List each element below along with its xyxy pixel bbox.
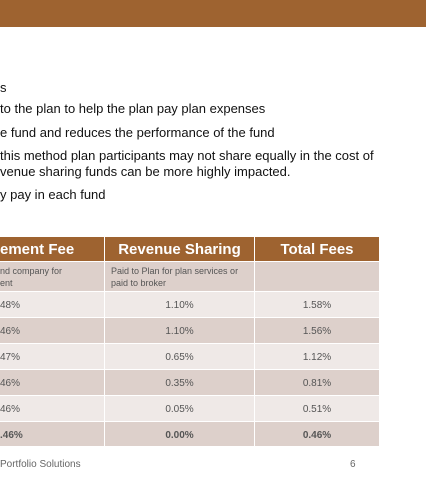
cell-text: 1.12% [302, 352, 332, 363]
table-cell: 1.58% [255, 292, 380, 318]
cell-text: 1.56% [302, 326, 332, 337]
bullet-text: this method plan participants may not sh… [0, 148, 374, 163]
cell-text: 0.81% [302, 378, 332, 389]
column-header: Total Fees [255, 237, 380, 262]
table-cell: 1.10% [105, 318, 255, 344]
bullet-text: e fund and reduces the performance of th… [0, 125, 275, 140]
cell-text: 1.58% [302, 300, 332, 311]
bullet-text: y pay in each fund [0, 187, 106, 202]
cell-text: 46% [0, 404, 21, 415]
footer-text: Portfolio Solutions [0, 459, 81, 470]
cell-text: .46% [0, 430, 23, 441]
table-cell: nd company for ent [0, 262, 105, 292]
cell-text: nd company for [0, 266, 63, 276]
table-cell: 1.56% [255, 318, 380, 344]
cell-text: 0.05% [165, 404, 194, 415]
table-cell: 0.51% [255, 396, 380, 422]
table-cell: 0.05% [105, 396, 255, 422]
column-header: ement Fee [0, 237, 105, 262]
cell-text: 46% [0, 326, 21, 337]
cell-text: 0.00% [165, 430, 194, 441]
cell-text: 0.51% [302, 404, 332, 415]
table-cell: 46% [0, 396, 105, 422]
cell-text: 47% [0, 352, 21, 363]
cell-text: 0.65% [165, 352, 194, 363]
bullet-text: venue sharing funds can be more highly i… [0, 164, 291, 179]
header-band [0, 0, 426, 27]
cell-text: 1.10% [165, 326, 194, 337]
table-cell: 1.10% [105, 292, 255, 318]
table-cell: 0.46% [255, 422, 380, 447]
table-cell: 0.81% [255, 370, 380, 396]
page-number: 6 [350, 459, 356, 470]
table-cell: 46% [0, 370, 105, 396]
table-cell: Paid to Plan for plan services or paid to… [105, 262, 255, 292]
cell-text: 48% [0, 300, 21, 311]
table-cell: 48% [0, 292, 105, 318]
cell-text: Paid to Plan for plan services or [111, 266, 239, 276]
table-cell: 1.12% [255, 344, 380, 370]
cell-text: paid to broker [111, 278, 167, 288]
column-header: Revenue Sharing [105, 237, 255, 262]
bullet-text: s [0, 80, 7, 95]
bullet-text: to the plan to help the plan pay plan ex… [0, 101, 266, 116]
table-cell [255, 262, 380, 292]
table-cell: 46% [0, 318, 105, 344]
table-cell: 0.65% [105, 344, 255, 370]
cell-text: 0.35% [165, 378, 194, 389]
cell-text: 1.10% [165, 300, 194, 311]
cell-text: 0.46% [302, 430, 332, 441]
table-cell: .46% [0, 422, 105, 447]
table-cell: 0.35% [105, 370, 255, 396]
table-cell: 0.00% [105, 422, 255, 447]
cell-text: ent [0, 278, 13, 288]
cell-text: 46% [0, 378, 21, 389]
table-cell: 47% [0, 344, 105, 370]
